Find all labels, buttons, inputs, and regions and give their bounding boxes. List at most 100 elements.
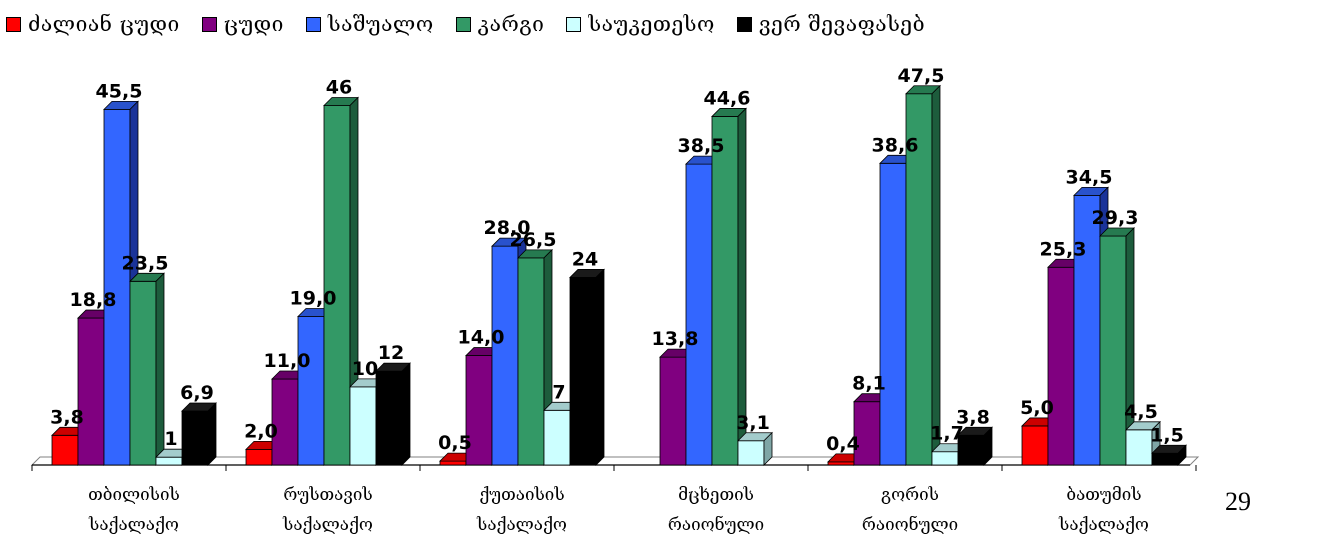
data-label: 2,0 xyxy=(244,420,278,442)
bar xyxy=(51,434,79,466)
legend-item: ძალიან ცუდი xyxy=(6,12,180,36)
data-label: 3,8 xyxy=(956,406,990,428)
data-label: 29,3 xyxy=(1092,207,1139,229)
legend-item: საშუალო xyxy=(305,12,434,36)
page-number: 29 xyxy=(1225,487,1251,516)
bar xyxy=(517,257,545,466)
category-label: გორის xyxy=(881,485,939,505)
data-label: 7 xyxy=(552,381,565,403)
legend-item: კარგი xyxy=(455,12,545,36)
bar xyxy=(1099,235,1127,466)
data-label: 38,6 xyxy=(872,134,919,156)
bar xyxy=(931,451,959,466)
data-label: 6,9 xyxy=(180,382,214,404)
bar xyxy=(685,163,713,466)
category-label: რაიონული xyxy=(862,515,958,535)
legend-item: საუკეთესო xyxy=(566,12,714,36)
data-label: 45,5 xyxy=(96,80,143,102)
legend-item: ვერ შევაფასებ xyxy=(736,12,926,36)
legend-label: საშუალო xyxy=(327,12,434,36)
legend-label: ვერ შევაფასებ xyxy=(758,12,926,36)
bar-side xyxy=(207,402,217,466)
bar xyxy=(659,356,687,466)
legend-swatch xyxy=(6,16,21,32)
bar xyxy=(543,409,571,466)
legend-swatch xyxy=(566,16,582,32)
data-label: 0,5 xyxy=(438,432,472,454)
data-label: 46 xyxy=(326,76,352,98)
category-label: საქალაქო xyxy=(282,515,373,535)
bar xyxy=(879,162,907,466)
bar-side xyxy=(595,268,605,466)
data-label: 38,5 xyxy=(678,135,725,157)
data-label: 0,4 xyxy=(826,433,860,455)
data-label: 19,0 xyxy=(290,288,337,310)
category-label: მცხეთის xyxy=(678,485,754,505)
data-label: 12 xyxy=(378,342,404,364)
bar xyxy=(711,116,739,466)
chart-legend: ძალიან ცუდი ცუდი საშუალო კარგი საუკეთესო ვერ … xyxy=(6,6,1320,42)
bar xyxy=(245,448,273,466)
data-label: 8,1 xyxy=(852,373,886,395)
bar xyxy=(349,386,377,466)
data-label: 13,8 xyxy=(652,328,699,350)
data-label: 3,1 xyxy=(736,412,770,434)
legend-swatch xyxy=(305,16,321,32)
category-label: ბათუმის xyxy=(1066,485,1141,505)
bar xyxy=(1047,266,1075,466)
data-label: 24 xyxy=(572,248,598,270)
data-label: 10 xyxy=(352,358,378,380)
data-label: 14,0 xyxy=(458,327,505,349)
data-label: 18,8 xyxy=(70,289,117,311)
legend-swatch xyxy=(736,16,752,32)
bar xyxy=(1151,452,1179,466)
bar-side xyxy=(155,272,165,466)
bar xyxy=(491,245,519,466)
bar xyxy=(155,456,183,466)
bar xyxy=(129,280,157,466)
bar xyxy=(181,410,209,466)
bar-side xyxy=(983,426,993,466)
bar xyxy=(827,461,855,466)
bar-side xyxy=(931,84,941,466)
legend-swatch xyxy=(201,16,217,32)
data-label: 1 xyxy=(164,428,177,450)
bar-side xyxy=(401,362,411,466)
data-label: 3,8 xyxy=(50,406,84,428)
bar xyxy=(77,317,105,466)
bar xyxy=(737,440,765,466)
data-label: 11,0 xyxy=(264,350,311,372)
data-label: 28,0 xyxy=(484,217,531,239)
bar-side xyxy=(763,431,773,466)
legend-swatch xyxy=(455,16,471,32)
category-label: საქალაქო xyxy=(1058,515,1149,535)
legend-label: კარგი xyxy=(477,12,545,36)
category-label: საქალაქო xyxy=(476,515,567,535)
bar xyxy=(465,355,493,466)
data-label: 1,7 xyxy=(930,423,964,445)
legend-item: ცუდი xyxy=(201,12,284,36)
bar xyxy=(1073,194,1101,466)
category-label: რაიონული xyxy=(668,515,764,535)
legend-label: საუკეთესო xyxy=(588,12,715,36)
bar xyxy=(905,93,933,466)
bar xyxy=(323,105,351,466)
bar xyxy=(1125,429,1153,466)
data-label: 5,0 xyxy=(1020,397,1054,419)
data-label: 47,5 xyxy=(898,65,945,87)
category-label: თბილისის xyxy=(88,485,180,505)
data-label: 1,5 xyxy=(1150,424,1184,446)
category-label: რუსთავის xyxy=(283,485,372,505)
data-label: 23,5 xyxy=(122,252,169,274)
category-label: ქუთაისის xyxy=(479,485,564,505)
legend-label: ცუდი xyxy=(223,12,284,36)
legend-label: ძალიან ცუდი xyxy=(28,12,180,36)
bar xyxy=(1021,425,1049,466)
bar xyxy=(103,108,131,466)
category-label: საქალაქო xyxy=(88,515,179,535)
bar xyxy=(271,378,299,466)
data-label: 34,5 xyxy=(1066,166,1113,188)
data-label: 4,5 xyxy=(1124,401,1158,423)
bar xyxy=(569,277,597,466)
